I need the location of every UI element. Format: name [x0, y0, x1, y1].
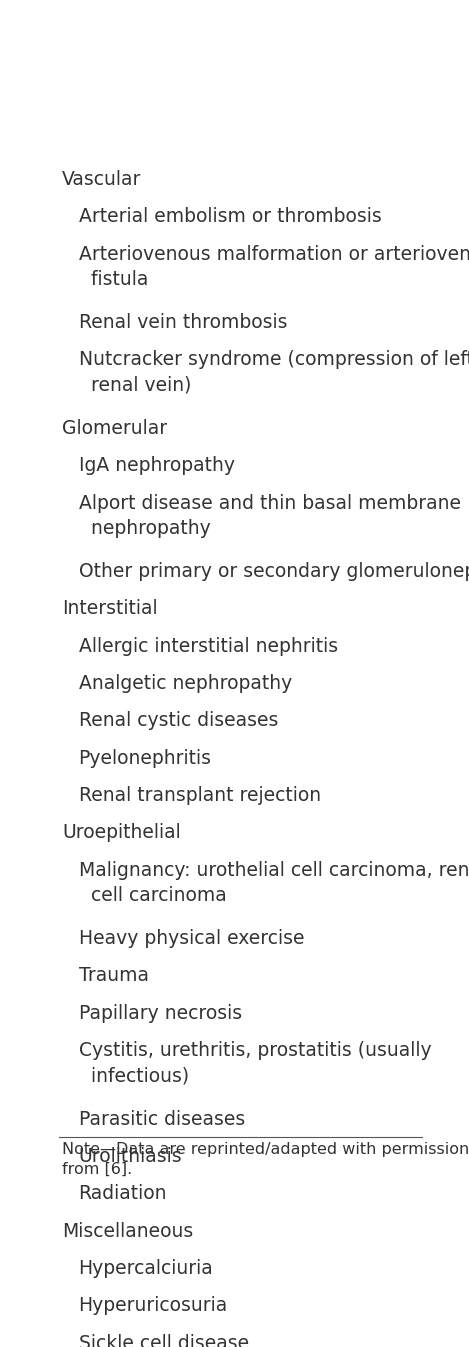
- Text: Miscellaneous: Miscellaneous: [62, 1222, 194, 1241]
- Text: Renal transplant rejection: Renal transplant rejection: [79, 787, 321, 806]
- Text: Hyperuricosuria: Hyperuricosuria: [79, 1296, 228, 1315]
- Text: Trauma: Trauma: [79, 967, 149, 986]
- Text: Renal vein thrombosis: Renal vein thrombosis: [79, 313, 287, 333]
- Text: Cystitis, urethritis, prostatitis (usually
  infectious): Cystitis, urethritis, prostatitis (usual…: [79, 1041, 431, 1086]
- Text: Allergic interstitial nephritis: Allergic interstitial nephritis: [79, 637, 338, 656]
- Text: Urolithiasis: Urolithiasis: [79, 1148, 182, 1167]
- Text: Renal cystic diseases: Renal cystic diseases: [79, 711, 278, 730]
- Text: Pyelonephritis: Pyelonephritis: [79, 749, 212, 768]
- Text: Sickle cell disease: Sickle cell disease: [79, 1334, 249, 1347]
- Text: Other primary or secondary glomerulonephritides: Other primary or secondary glomeruloneph…: [79, 562, 469, 581]
- Text: Parasitic diseases: Parasitic diseases: [79, 1110, 245, 1129]
- Text: Vascular: Vascular: [62, 170, 142, 189]
- Text: Arterial embolism or thrombosis: Arterial embolism or thrombosis: [79, 207, 381, 226]
- Text: Alport disease and thin basal membrane
  nephropathy: Alport disease and thin basal membrane n…: [79, 493, 461, 537]
- Text: Nutcracker syndrome (compression of left
  renal vein): Nutcracker syndrome (compression of left…: [79, 350, 469, 395]
- Text: Radiation: Radiation: [79, 1184, 167, 1203]
- Text: Malignancy: urothelial cell carcinoma, renal
  cell carcinoma: Malignancy: urothelial cell carcinoma, r…: [79, 861, 469, 905]
- Text: Papillary necrosis: Papillary necrosis: [79, 1004, 242, 1022]
- Text: Hypercalciuria: Hypercalciuria: [79, 1259, 213, 1278]
- Text: IgA nephropathy: IgA nephropathy: [79, 457, 234, 475]
- Text: Uroepithelial: Uroepithelial: [62, 823, 181, 842]
- Text: Glomerular: Glomerular: [62, 419, 167, 438]
- Text: Arteriovenous malformation or arteriovenous
  fistula: Arteriovenous malformation or arterioven…: [79, 245, 469, 288]
- Text: Heavy physical exercise: Heavy physical exercise: [79, 929, 304, 948]
- Text: Interstitial: Interstitial: [62, 599, 158, 618]
- Text: Analgetic nephropathy: Analgetic nephropathy: [79, 674, 292, 692]
- Text: Note—Data are reprinted/adapted with permission
from [6].: Note—Data are reprinted/adapted with per…: [62, 1142, 469, 1176]
